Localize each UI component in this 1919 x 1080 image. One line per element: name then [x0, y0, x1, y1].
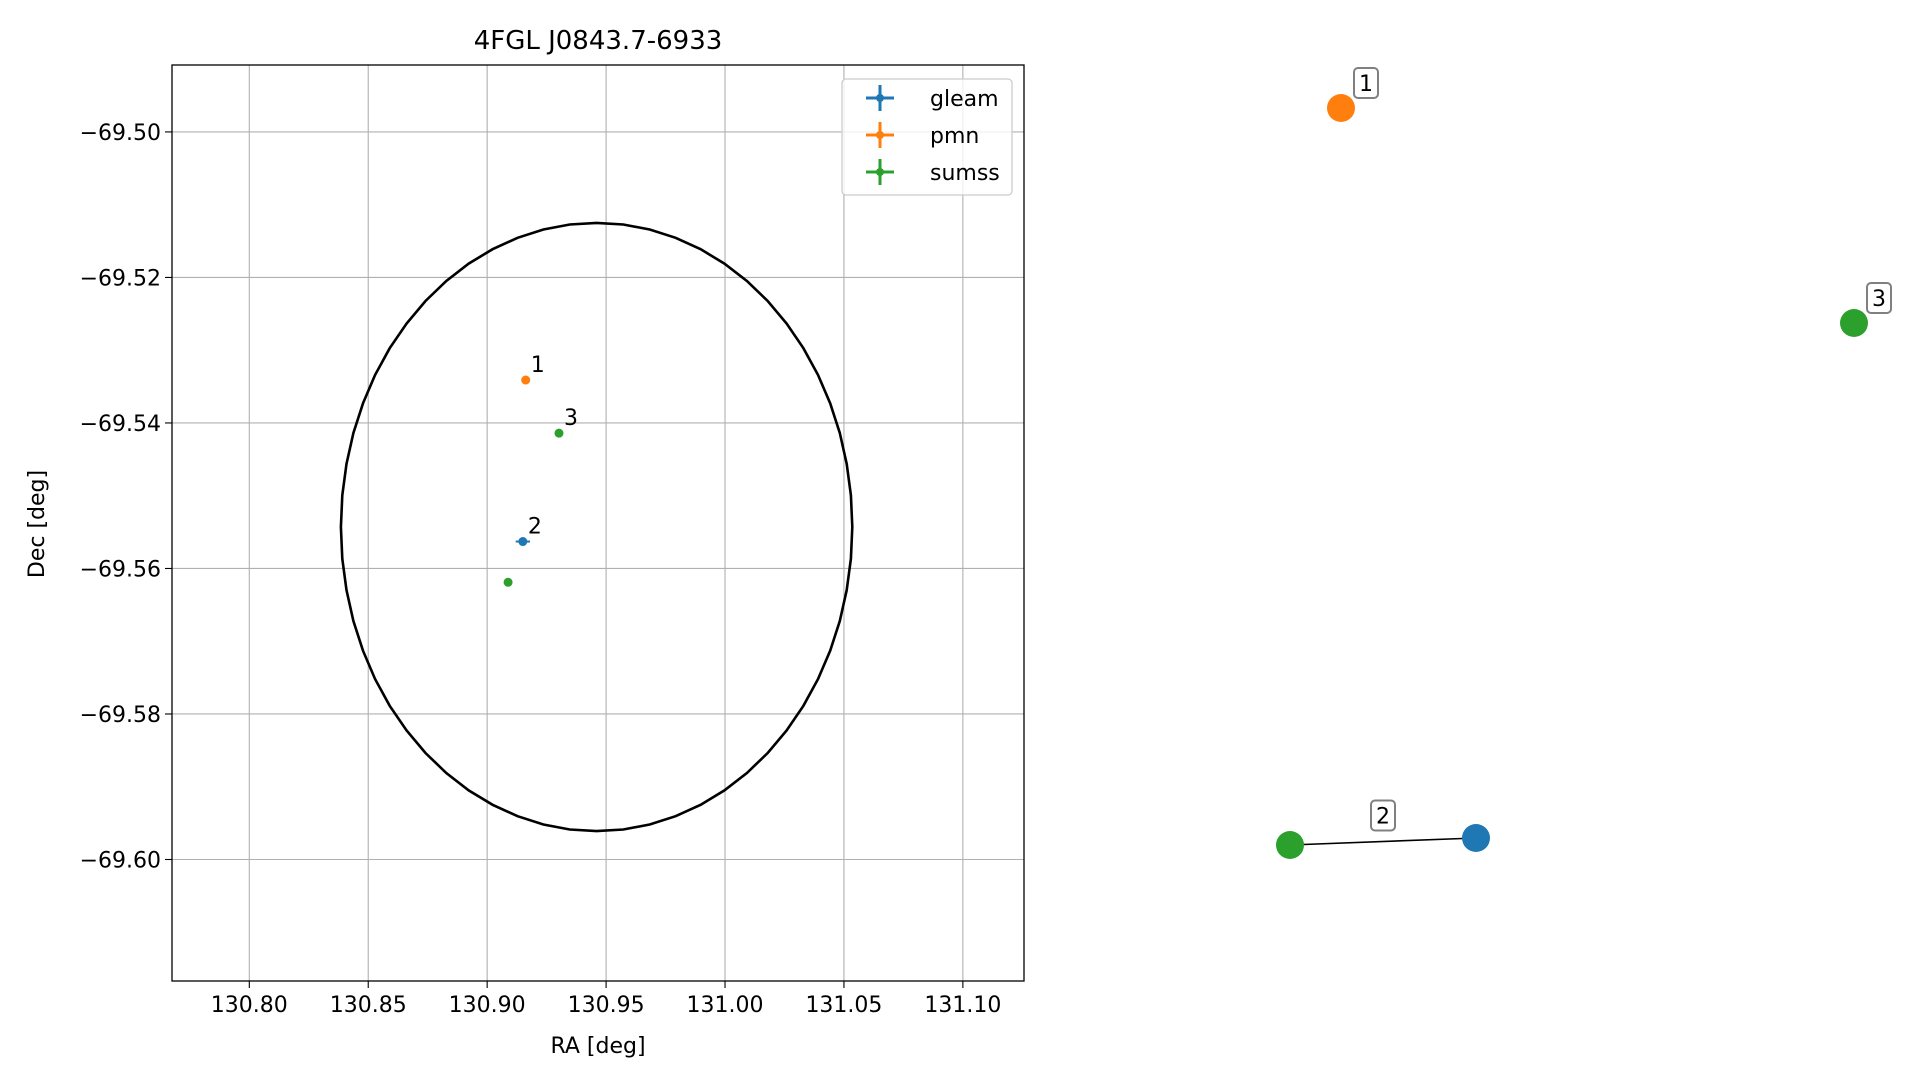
legend: gleam pmn sumss	[841, 78, 1013, 196]
node-label: 3	[1872, 287, 1886, 312]
network-node	[1276, 831, 1304, 859]
node-label: 1	[1359, 72, 1373, 97]
node-label-box	[1866, 282, 1892, 314]
grid-lines	[172, 65, 1024, 981]
network-edge	[1289, 837, 1477, 846]
edge-label-box	[1370, 799, 1396, 832]
data-point-sumss	[554, 428, 564, 438]
y-tick-label: −69.60	[80, 848, 161, 873]
x-axis-ticks: 130.80 130.85 130.90 130.95 131.00 131.05 131.…	[211, 981, 1001, 1018]
legend-marker-dot	[876, 168, 884, 176]
legend-marker-dot	[876, 94, 884, 102]
y-tick-label: −69.54	[80, 412, 161, 437]
x-tick-label: 130.80	[211, 993, 288, 1018]
point-label: 2	[528, 515, 542, 540]
x-tick-label: 131.00	[687, 993, 764, 1018]
y-tick-label: −69.56	[80, 557, 161, 582]
edge-label: 2	[1376, 805, 1390, 830]
point-label: 3	[564, 406, 578, 431]
y-axis-ticks: −69.50 −69.52 −69.54 −69.56 −69.58 −69.60	[80, 121, 172, 873]
chart-title: 4FGL J0843.7-6933	[474, 26, 723, 56]
legend-label: pmn	[930, 124, 979, 149]
node-label-box	[1353, 67, 1379, 99]
network-nodes: 13	[1276, 67, 1892, 859]
network-node	[1840, 309, 1868, 337]
scatter-panel: 4FGL J0843.7-6933 RA [deg] Dec [deg] 130…	[25, 26, 1025, 1059]
point-label: 1	[531, 353, 545, 378]
x-axis-label: RA [deg]	[550, 1034, 645, 1059]
x-tick-label: 131.05	[805, 993, 882, 1018]
x-tick-label: 130.95	[568, 993, 645, 1018]
legend-marker-dot	[876, 131, 884, 139]
error-ellipse	[339, 221, 854, 833]
y-tick-label: −69.52	[80, 266, 161, 291]
x-tick-label: 131.10	[924, 993, 1001, 1018]
y-axis-label: Dec [deg]	[25, 470, 50, 578]
x-tick-label: 130.90	[449, 993, 526, 1018]
y-tick-label: −69.58	[80, 703, 161, 728]
data-point-pmn	[521, 375, 531, 385]
data-points-layer: 2 1 3	[503, 353, 578, 587]
error-ellipse-layer	[339, 221, 854, 833]
data-point-sumss	[503, 577, 513, 587]
plot-frame	[171, 64, 1025, 982]
network-node	[1327, 94, 1355, 122]
legend-label: sumss	[930, 161, 1000, 186]
network-edges: 2	[1289, 799, 1477, 846]
legend-box	[841, 78, 1013, 196]
network-node	[1462, 824, 1490, 852]
network-panel: 2 13	[1276, 67, 1892, 859]
data-point-gleam	[518, 537, 528, 547]
y-tick-label: −69.50	[80, 121, 161, 146]
legend-label: gleam	[930, 87, 999, 112]
x-tick-label: 130.85	[330, 993, 407, 1018]
